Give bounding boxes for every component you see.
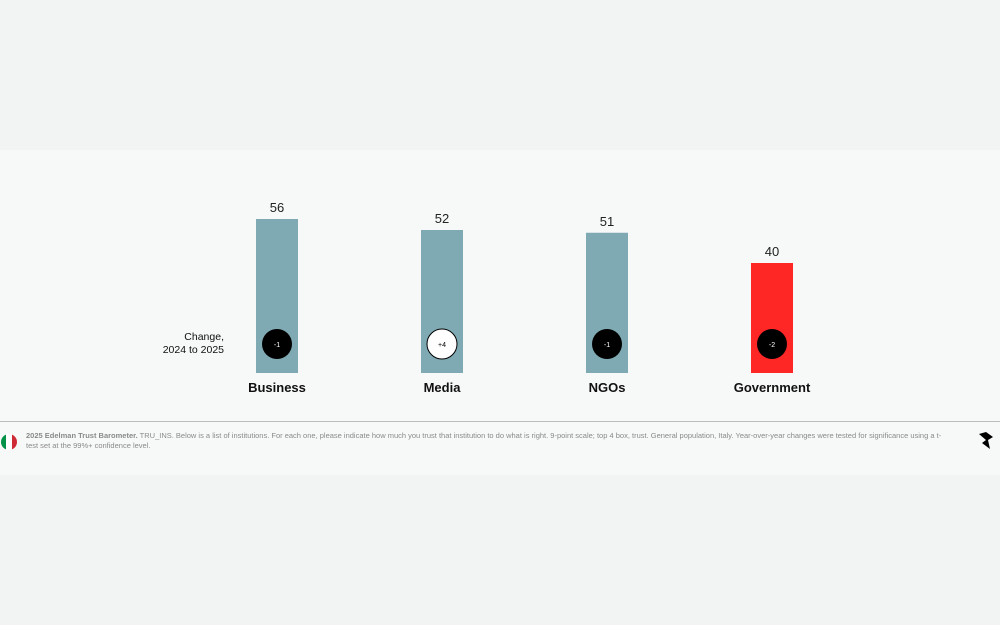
slide: 56 -1 Business 52 +4 Media 51 -1 NGOs 40 -2 Governm… [0,150,1000,475]
change-value-ngos: -1 [604,342,610,349]
bar-chart: 56 -1 Business 52 +4 Media 51 -1 NGOs 40 -2 Governm… [248,200,811,395]
value-label-ngos: 51 [600,214,614,229]
footnote-text: TRU_INS. Below is a list of institutions… [26,431,942,450]
change-badge-business [262,329,292,359]
category-label-business: Business [248,380,306,395]
change-value-media: +4 [438,342,446,349]
change-badge-ngos [592,329,622,359]
change-value-government: -2 [769,342,775,349]
value-label-government: 40 [765,244,779,259]
change-badge-media [426,328,458,360]
value-label-media: 52 [435,211,449,226]
flag-stripe-green [1,434,7,450]
footnote-source: 2025 Edelman Trust Barometer. [26,431,138,440]
change-badge-government [757,329,787,359]
change-label: Change, 2024 to 2025 [120,331,224,357]
flag-stripe-white [6,434,12,450]
category-label-media: Media [424,380,462,395]
divider [0,421,1000,422]
change-label-line-2: 2024 to 2025 [162,344,224,356]
italy-flag-icon [1,434,17,450]
change-label-line-1: Change, [184,331,224,343]
flag-stripe-red [11,434,17,450]
arrow-icon[interactable] [976,430,996,450]
category-label-ngos: NGOs [589,380,626,395]
category-label-government: Government [734,380,811,395]
change-value-business: -1 [274,342,280,349]
footnote: 2025 Edelman Trust Barometer. TRU_INS. B… [26,431,946,451]
value-label-business: 56 [270,200,284,215]
